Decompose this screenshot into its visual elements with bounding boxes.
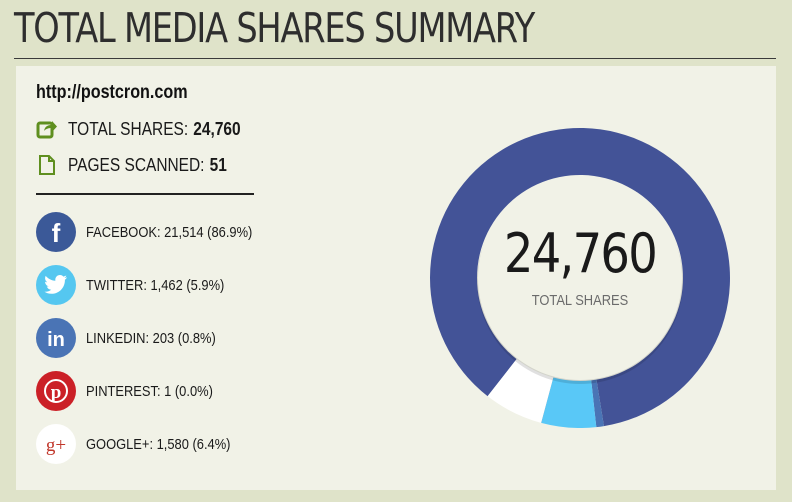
network-row-linkedin: in LINKEDIN: 203 (0.8%)	[36, 318, 237, 358]
total-shares-value: 24,760	[193, 118, 241, 139]
donut-segment-pinterest	[541, 377, 554, 423]
pinterest-icon[interactable]: p	[36, 371, 76, 411]
pages-scanned-row: PAGES SCANNED: 51	[36, 153, 253, 177]
donut-hole	[478, 176, 682, 380]
linkedin-icon[interactable]: in	[36, 318, 76, 358]
document-icon	[39, 155, 55, 175]
twitter-count: TWITTER: 1,462 (5.9%)	[86, 276, 225, 294]
twitter-icon[interactable]	[36, 265, 76, 305]
network-row-facebook: f FACEBOOK: 21,514 (86.9%)	[36, 212, 279, 252]
svg-text:p: p	[51, 382, 62, 403]
svg-text:g+: g+	[46, 435, 66, 456]
donut-center-value: 24,760	[503, 222, 658, 285]
network-row-pinterest: p PINTEREST: 1 (0.0%)	[36, 371, 234, 411]
donut-center-label: TOTAL SHARES	[531, 292, 629, 309]
facebook-count: FACEBOOK: 21,514 (86.9%)	[86, 223, 253, 241]
pages-scanned-label: PAGES SCANNED:	[68, 154, 205, 175]
total-shares-label: TOTAL SHARES:	[68, 118, 189, 139]
title-divider	[14, 58, 776, 59]
network-row-twitter: TWITTER: 1,462 (5.9%)	[36, 265, 247, 305]
site-url: http://postcron.com	[36, 82, 188, 103]
donut-segment-linkedin	[591, 379, 604, 428]
donut-segment-twitter	[541, 377, 597, 428]
donut-svg	[430, 127, 730, 428]
pinterest-count: PINTEREST: 1 (0.0%)	[86, 382, 213, 400]
google-plus-icon[interactable]: g+	[36, 424, 76, 464]
total-shares-row: TOTAL SHARES: 24,760	[36, 117, 269, 141]
linkedin-count: LINKEDIN: 203 (0.8%)	[86, 329, 216, 347]
svg-text:in: in	[47, 329, 65, 351]
section-divider	[36, 193, 254, 195]
svg-text:f: f	[52, 218, 61, 248]
donut-segment-google	[487, 359, 554, 423]
share-arrow-icon	[36, 121, 57, 139]
shares-donut-chart	[430, 127, 730, 428]
pages-scanned-value: 51	[209, 154, 227, 175]
network-row-googleplus: g+ GOOGLE+: 1,580 (6.4%)	[36, 424, 254, 464]
donut-segment-facebook	[430, 127, 730, 427]
page-title: TOTAL MEDIA SHARES SUMMARY	[14, 4, 535, 52]
googleplus-count: GOOGLE+: 1,580 (6.4%)	[86, 435, 231, 453]
facebook-icon[interactable]: f	[36, 212, 76, 252]
